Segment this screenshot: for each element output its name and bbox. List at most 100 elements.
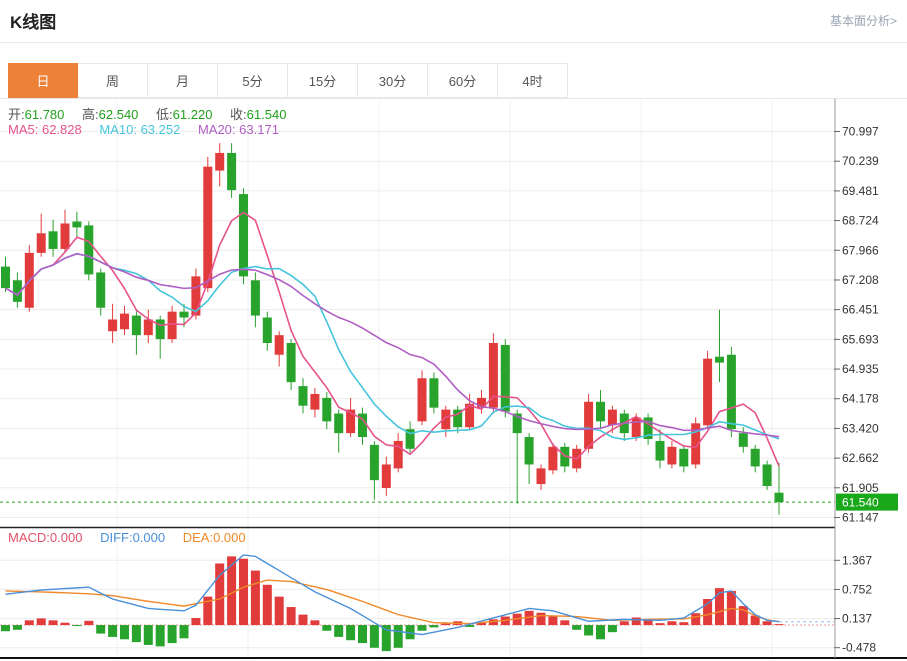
candle-body — [96, 272, 106, 308]
open-value: 61.780 — [24, 107, 65, 122]
macd-hist-bar — [274, 596, 284, 626]
current-price-badge — [836, 493, 898, 511]
macd-hist-bar — [560, 620, 570, 626]
macd-hist-bar — [738, 606, 748, 626]
candle-body — [607, 409, 617, 426]
macd-hist-bar — [298, 614, 308, 626]
macd-hist-bar — [619, 621, 629, 626]
candle-body — [369, 444, 379, 481]
tab-week[interactable]: 周 — [78, 63, 148, 98]
macd-hist-bar — [655, 623, 665, 626]
candle-body — [667, 446, 677, 465]
macd-hist-bar — [155, 625, 165, 647]
candle-body — [131, 315, 141, 336]
macd-hist-bar — [691, 613, 701, 626]
price-axis-label: 66.451 — [842, 303, 879, 317]
macd-hist-bar — [96, 625, 106, 634]
macd-axis-label: -0.478 — [842, 641, 876, 655]
macd-hist-bar — [60, 622, 70, 626]
price-axis-label: 68.724 — [842, 214, 879, 228]
dea-line — [5, 579, 780, 625]
macd-hist-bar — [548, 616, 558, 626]
price-axis-label: 65.693 — [842, 332, 879, 346]
kline-chart-canvas[interactable]: 70.997 70.239 69.481 68.724 67.966 67.208 66.4… — [0, 99, 907, 661]
candle-body — [72, 221, 82, 228]
candle-body — [179, 311, 189, 318]
tab-30min[interactable]: 30分 — [358, 63, 428, 98]
ma20-line — [5, 252, 780, 438]
candle-body — [536, 468, 546, 485]
macd-axis-label: 1.367 — [842, 553, 872, 567]
macd-hist-bar — [715, 588, 724, 626]
macd-hist-bar — [358, 625, 367, 644]
ma20-label: MA20: — [197, 122, 236, 137]
macd-hist-bar — [536, 612, 546, 626]
macd-hist-bar — [381, 625, 391, 652]
price-axis-label: 67.966 — [842, 243, 879, 257]
current-price-badge-text: 61.540 — [842, 496, 879, 510]
high-label: 高: — [82, 107, 99, 122]
price-axis-label: 67.208 — [842, 273, 879, 287]
candle-body — [322, 397, 332, 422]
tab-4hour[interactable]: 4时 — [498, 63, 568, 98]
candle-body — [429, 378, 439, 408]
macd-hist-bar — [334, 625, 344, 637]
fundamental-analysis-link[interactable]: 基本面分析> — [829, 14, 897, 28]
tab-day[interactable]: 日 — [8, 63, 78, 98]
candle-body — [655, 440, 665, 461]
page-title: K线图 — [10, 13, 57, 32]
candle-body — [227, 152, 237, 191]
candle-body — [250, 280, 260, 316]
diff-line — [5, 554, 780, 636]
price-axis-label: 64.178 — [842, 392, 879, 406]
macd-hist-bar — [227, 556, 237, 626]
candle-body — [774, 492, 784, 503]
macd-hist-bar — [762, 621, 772, 626]
tab-15min[interactable]: 15分 — [288, 63, 358, 98]
macd-hist-bar — [584, 625, 594, 636]
candle-body — [417, 378, 427, 422]
macd-hist-bar — [346, 625, 356, 641]
low-label: 低: — [156, 107, 173, 122]
candle-body — [108, 319, 118, 332]
macd-hist-bar — [774, 624, 784, 626]
candle-body — [715, 356, 724, 363]
tab-60min[interactable]: 60分 — [428, 63, 498, 98]
macd-hist-bar — [369, 625, 379, 648]
macd-hist-bar — [239, 558, 248, 626]
macd-hist-bar — [417, 625, 427, 631]
candle-body — [477, 397, 486, 408]
candle-body — [203, 166, 213, 289]
candle-body — [274, 335, 284, 355]
candle-body — [346, 409, 356, 434]
macd-hist-bar — [143, 625, 153, 645]
ma5-label: MA5: — [8, 122, 39, 137]
price-axis-label: 63.420 — [842, 421, 879, 435]
macd-hist-bar — [179, 625, 189, 639]
candle-body — [48, 231, 58, 249]
candle-body — [120, 313, 129, 330]
price-axis-label: 70.239 — [842, 154, 879, 168]
ma5-value: 62.828 — [41, 122, 82, 137]
tab-5min[interactable]: 5分 — [218, 63, 288, 98]
candle-body — [762, 464, 772, 487]
candle-body — [191, 276, 201, 316]
tab-month[interactable]: 月 — [148, 63, 218, 98]
candle-body — [60, 223, 70, 249]
price-axis-label: 61.905 — [842, 481, 879, 495]
macd-hist-bar — [1, 625, 10, 632]
diff-value: 0.000 — [132, 530, 166, 545]
macd-hist-bar — [131, 625, 141, 643]
macd-hist-bar — [393, 625, 403, 648]
interval-tab-bar: 日 周 月 5分 15分 30分 60分 4时 — [8, 63, 907, 98]
ma10-value: 63.252 — [140, 122, 181, 137]
candle-body — [726, 354, 736, 430]
close-label: 收: — [230, 107, 247, 122]
candle-body — [405, 429, 415, 449]
macd-hist-bar — [607, 625, 617, 633]
candle-body — [239, 194, 248, 277]
page-header: K线图 基本面分析> — [0, 0, 907, 43]
macd-hist-bar — [167, 625, 177, 644]
candle-body — [393, 440, 403, 469]
candle-body — [358, 413, 367, 438]
